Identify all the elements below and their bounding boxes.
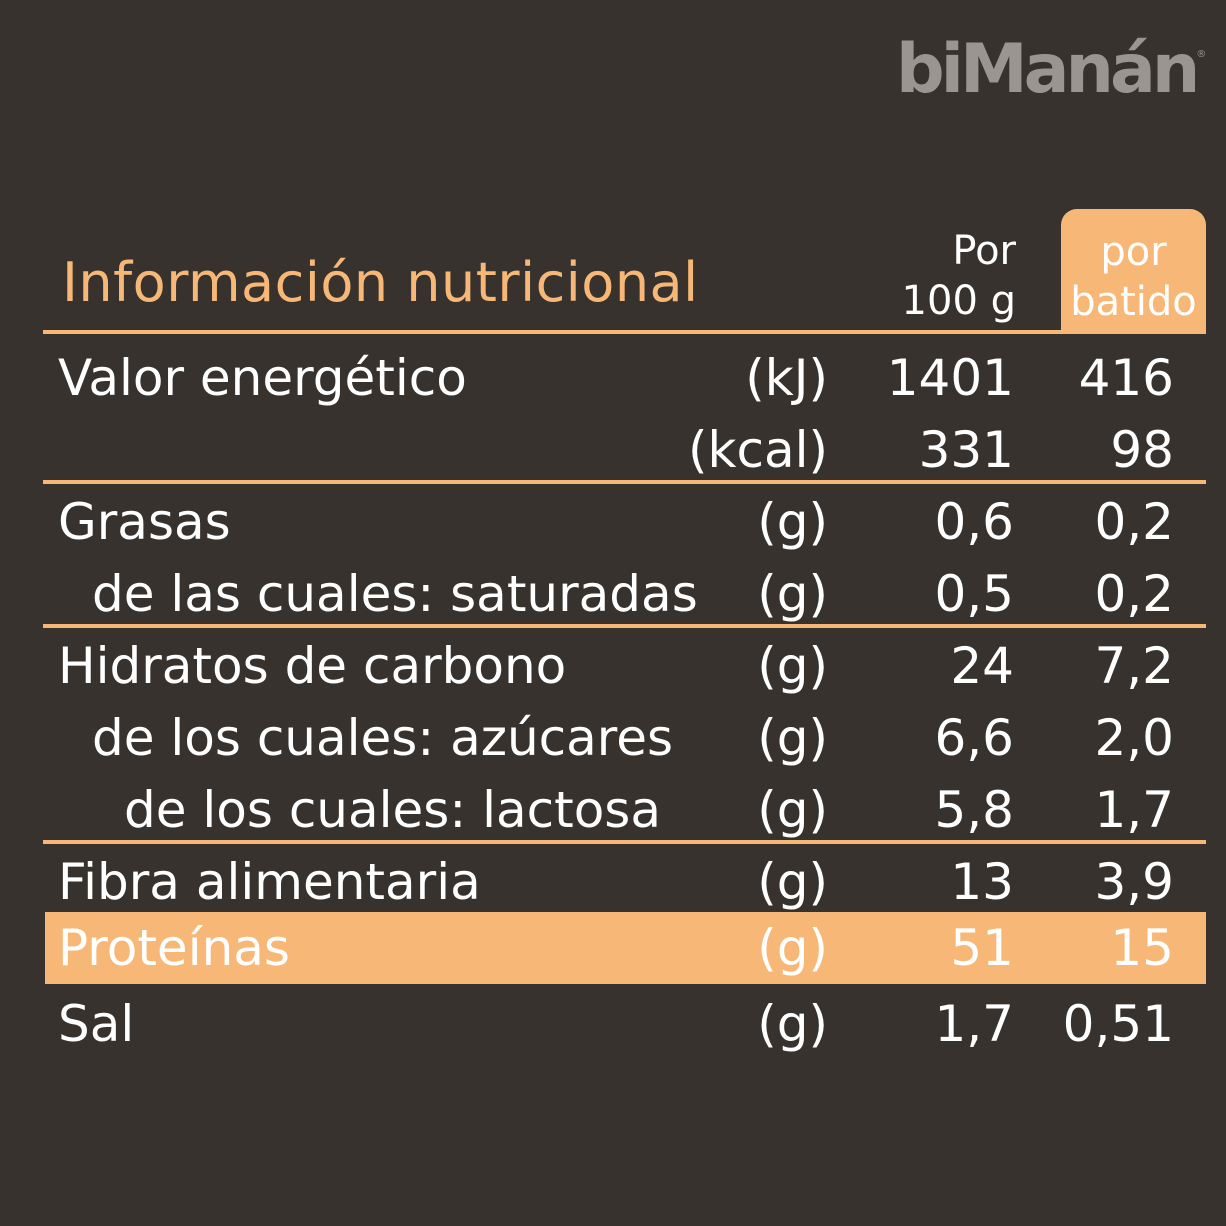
divider-carbs [43, 624, 1206, 628]
divider-fiber [43, 840, 1206, 844]
row-value-per-100g: 0,5 [934, 565, 1014, 623]
row-label: de las cuales: saturadas [92, 565, 698, 623]
row-label: Grasas [58, 493, 231, 551]
column-header-per-serving-line1: por [1100, 229, 1167, 275]
row-value-per-serving: 416 [1078, 349, 1174, 407]
row-label: Proteínas [58, 919, 290, 977]
column-header-per-serving: por batido [1061, 209, 1206, 333]
row-value-per-100g: 13 [950, 853, 1014, 911]
row-value-per-100g: 0,6 [934, 493, 1014, 551]
registered-mark: ® [1196, 49, 1207, 60]
row-value-per-100g: 1,7 [934, 995, 1014, 1053]
row-value-per-serving: 0,51 [1062, 995, 1174, 1053]
divider-header [43, 330, 1206, 334]
row-label: Sal [58, 995, 135, 1053]
table-row-sugars: de los cuales: azúcares (g) 6,6 2,0 [0, 702, 1226, 774]
highlight-band [45, 912, 1206, 984]
row-unit: (g) [757, 781, 828, 839]
row-value-per-serving: 7,2 [1094, 637, 1174, 695]
row-label: Fibra alimentaria [58, 853, 481, 911]
row-value-per-100g: 331 [918, 421, 1014, 479]
row-value-per-serving: 3,9 [1094, 853, 1174, 911]
row-unit: (g) [757, 919, 828, 977]
row-value-per-100g: 6,6 [934, 709, 1014, 767]
table-row-salt: Sal (g) 1,7 0,51 [0, 988, 1226, 1060]
table-row-energy-kj: Valor energético (kJ) 1401 416 [0, 342, 1226, 414]
page-title: Información nutricional [62, 251, 699, 314]
table-row-energy-kcal: (kcal) 331 98 [0, 414, 1226, 486]
table-row-fats: Grasas (g) 0,6 0,2 [0, 486, 1226, 558]
row-value-per-100g: 5,8 [934, 781, 1014, 839]
row-label: de los cuales: azúcares [92, 709, 674, 767]
row-value-per-100g: 51 [950, 919, 1014, 977]
row-value-per-serving: 15 [1110, 919, 1174, 977]
row-unit: (kcal) [688, 421, 828, 479]
brand-name: biManán [896, 30, 1200, 109]
row-unit: (g) [757, 565, 828, 623]
column-header-per-100g-line1: Por [952, 228, 1016, 274]
row-unit: (g) [757, 995, 828, 1053]
divider-fats [43, 480, 1206, 484]
row-value-per-100g: 1401 [886, 349, 1014, 407]
table-row-proteins: Proteínas (g) 51 15 [0, 912, 1226, 984]
row-value-per-serving: 0,2 [1094, 493, 1174, 551]
row-label: Valor energético [58, 349, 467, 407]
table-row-carbohydrates: Hidratos de carbono (g) 24 7,2 [0, 630, 1226, 702]
row-unit: (kJ) [745, 349, 828, 407]
row-unit: (g) [757, 709, 828, 767]
table-row-lactose: de los cuales: lactosa (g) 5,8 1,7 [0, 774, 1226, 846]
row-label: de los cuales: lactosa [124, 781, 661, 839]
row-value-per-serving: 0,2 [1094, 565, 1174, 623]
row-unit: (g) [757, 853, 828, 911]
row-unit: (g) [757, 637, 828, 695]
row-value-per-serving: 1,7 [1094, 781, 1174, 839]
table-row-fiber: Fibra alimentaria (g) 13 3,9 [0, 846, 1226, 918]
column-header-per-100g: Por 100 g [902, 226, 1016, 326]
row-unit: (g) [757, 493, 828, 551]
table-row-saturated-fats: de las cuales: saturadas (g) 0,5 0,2 [0, 558, 1226, 630]
column-header-per-100g-line2: 100 g [901, 278, 1016, 324]
row-value-per-100g: 24 [950, 637, 1014, 695]
row-label: Hidratos de carbono [58, 637, 567, 695]
brand-logo: biManán® [896, 36, 1206, 104]
row-value-per-serving: 2,0 [1094, 709, 1174, 767]
column-header-per-serving-line2: batido [1070, 279, 1197, 325]
row-value-per-serving: 98 [1110, 421, 1174, 479]
